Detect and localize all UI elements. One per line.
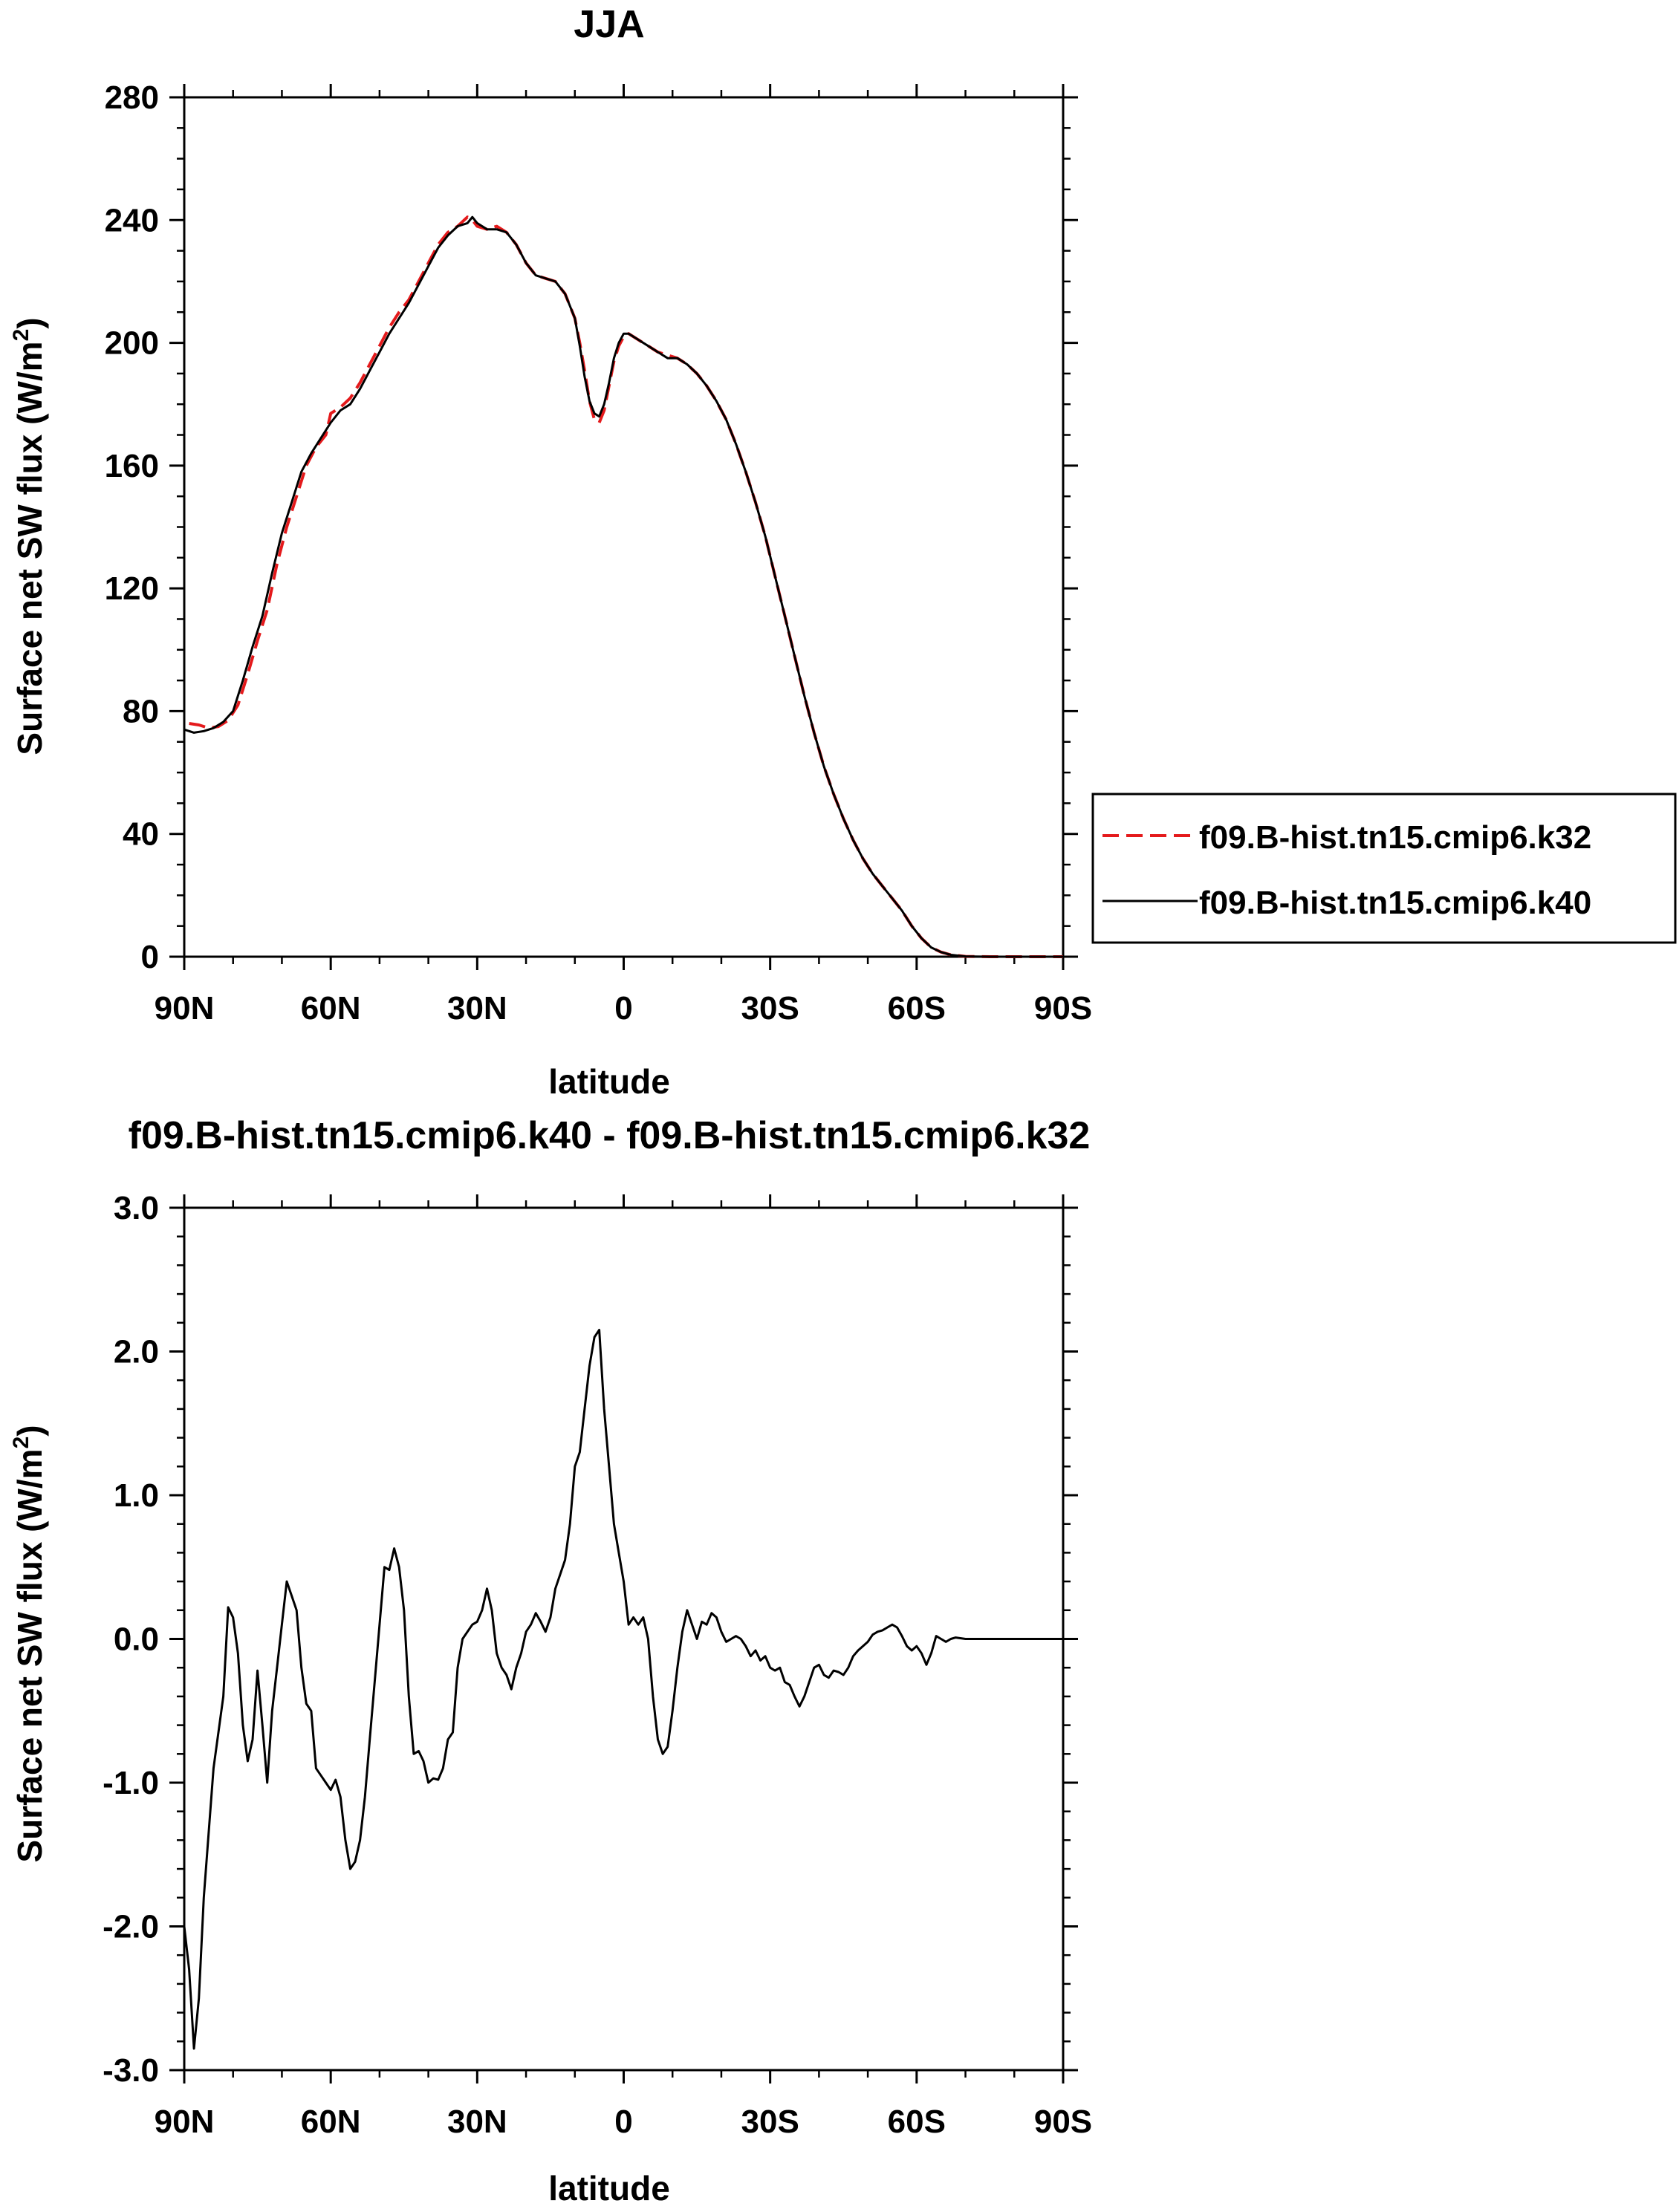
- bottom-ytick-label: 3.0: [114, 1190, 159, 1226]
- bottom-series-line-0: [183, 1329, 1063, 2050]
- bottom-yaxis-label-sup: 2: [9, 1437, 33, 1449]
- top-series-group: [184, 215, 1063, 958]
- bottom-ytick-label: 2.0: [114, 1334, 159, 1370]
- bottom-series-group: [183, 1329, 1063, 2050]
- bottom-ytick-label: -2.0: [103, 1909, 159, 1945]
- top-yaxis-label: Surface net SW flux (W/m2): [9, 317, 49, 755]
- bottom-chart-title: f09.B-hist.tn15.cmip6.k40 - f09.B-hist.t…: [129, 1114, 1091, 1157]
- top-ytick-label: 200: [105, 325, 159, 362]
- top-xtick-label: 30S: [741, 990, 799, 1027]
- bottom-xtick-label: 90S: [1034, 2104, 1092, 2140]
- legend-k40-label: f09.B-hist.tn15.cmip6.k40: [1199, 885, 1591, 921]
- top-ytick-label: 280: [105, 79, 159, 116]
- top-yaxis-label-tail: ): [10, 317, 49, 328]
- top-xtick-label: 90N: [155, 990, 215, 1027]
- legend-k32-label: f09.B-hist.tn15.cmip6.k32: [1199, 819, 1591, 856]
- top-xaxis-label: latitude: [548, 1062, 670, 1101]
- top-ytick-label: 160: [105, 448, 159, 484]
- bottom-chart: f09.B-hist.tn15.cmip6.k40 - f09.B-hist.t…: [9, 1114, 1092, 2208]
- legend: f09.B-hist.tn15.cmip6.k32 f09.B-hist.tn1…: [1091, 793, 1677, 944]
- top-series-line-1: [184, 215, 1063, 958]
- top-plot-area: 90N 60N 30N 0 30S 60S 90S 0 40 80 120 160 200 240 280: [105, 79, 1093, 1027]
- top-xtick-label: 30N: [447, 990, 507, 1027]
- top-yaxis-label-sup: 2: [9, 329, 33, 342]
- top-ytick-label: 40: [123, 816, 159, 853]
- top-chart: JJA 90N 60N 30N 0 30S 60S 90S 0 40 80 120 160 200 240…: [9, 3, 1092, 1101]
- top-xtick-label: 0: [614, 990, 632, 1027]
- top-xtick-label: 90S: [1034, 990, 1092, 1027]
- bottom-xaxis-label: latitude: [548, 2169, 670, 2208]
- top-ytick-label: 120: [105, 570, 159, 607]
- bottom-xtick-label: 60S: [888, 2104, 946, 2140]
- bottom-xtick-label: 30S: [741, 2104, 799, 2140]
- legend-box: [1091, 793, 1677, 944]
- top-xtick-label: 60N: [301, 990, 361, 1027]
- bottom-xtick-label: 30N: [447, 2104, 507, 2140]
- bottom-ytick-label: 1.0: [114, 1477, 159, 1514]
- bottom-yaxis-label-tail: ): [10, 1425, 49, 1436]
- top-ytick-label: 80: [123, 693, 159, 729]
- top-yaxis-label-main: Surface net SW flux (W/m: [10, 341, 49, 755]
- bottom-xtick-label: 90N: [155, 2104, 215, 2140]
- bottom-yaxis-label-main: Surface net SW flux (W/m: [10, 1448, 49, 1862]
- bottom-xtick-label: 60N: [301, 2104, 361, 2140]
- bottom-ytick-label: 0.0: [114, 1621, 159, 1658]
- bottom-plot-area: 90N 60N 30N 0 30S 60S 90S -3.0 -2.0 -1.0 0.0 1.0 2.0…: [103, 1190, 1092, 2140]
- top-ytick-label: 0: [141, 939, 159, 975]
- top-chart-title: JJA: [574, 3, 644, 46]
- bottom-ytick-label: -3.0: [103, 2052, 159, 2089]
- bottom-xtick-label: 0: [614, 2104, 632, 2140]
- top-ytick-label: 240: [105, 202, 159, 238]
- bottom-ytick-label: -1.0: [103, 1765, 159, 1801]
- bottom-yaxis-label: Surface net SW flux (W/m2): [9, 1425, 49, 1862]
- top-xtick-label: 60S: [888, 990, 946, 1027]
